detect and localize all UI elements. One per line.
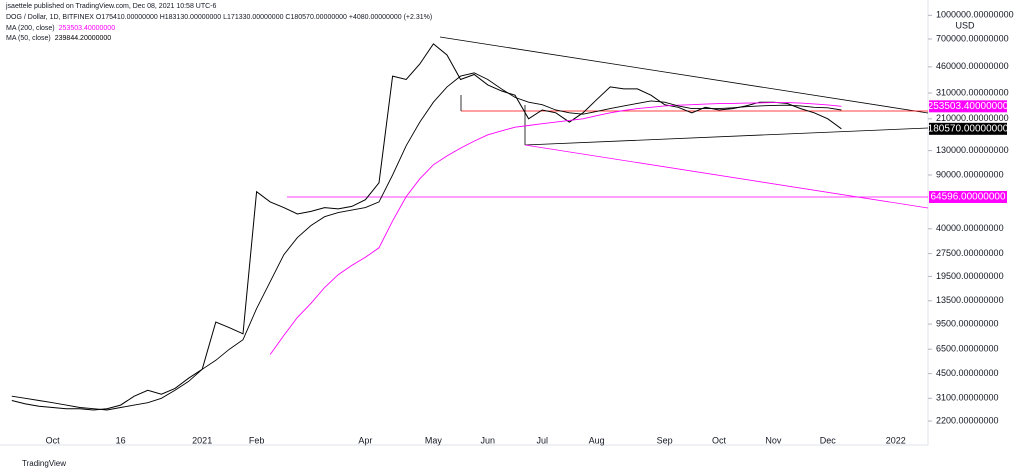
y-tick-label: 9500.00000000 (936, 318, 999, 328)
x-tick-label: Oct (712, 435, 727, 445)
x-tick-label: Nov (765, 435, 782, 445)
x-tick-label: 2021 (192, 435, 212, 445)
symbol-line: DOG / Dollar, 1D, BITFINEX O175410.00000… (6, 14, 432, 21)
x-tick-label: Oct (46, 435, 61, 445)
y-tick-label: 6500.00000000 (936, 344, 999, 354)
y-tick-label: 2200.00000000 (936, 415, 999, 425)
y-tick-label: 1000000.00000000 (936, 10, 1014, 20)
x-tick-label: 16 (116, 435, 126, 445)
y-tick-label: 40000.00000000 (936, 223, 1004, 233)
x-tick-label: Jun (481, 435, 496, 445)
x-tick-label: Jul (536, 435, 548, 445)
legend-name: MA (200, close) (6, 25, 55, 32)
footer-logo: TradingView (22, 459, 66, 468)
y-tick-label: 90000.00000000 (936, 169, 1004, 179)
y-tick-label: 210000.00000000 (936, 113, 1009, 123)
y-tick-label: 27500.00000000 (936, 248, 1004, 258)
y-tick-label: 3100.00000000 (936, 393, 999, 403)
y-tick-label: 700000.00000000 (936, 33, 1009, 43)
trendline (524, 144, 929, 209)
y-tick-label: 19500.00000000 (936, 271, 1004, 281)
price-label: 180570.00000000 (928, 123, 1009, 134)
legend-value: 239844.20000000 (55, 35, 112, 42)
price-label-box (929, 122, 1007, 135)
x-tick-label: Dec (820, 435, 837, 445)
trendline (524, 127, 929, 146)
y-tick-label: 13500.00000000 (936, 295, 1004, 305)
y-tick-label: 4500.00000000 (936, 368, 999, 378)
series-line (11, 72, 842, 411)
published-line: jsaettele published on TradingView.com, … (5, 3, 216, 10)
price-label: 253503.40000000 (928, 101, 1009, 112)
x-tick-label: Sep (657, 435, 673, 445)
series-line (269, 102, 842, 355)
price-label-box (929, 100, 1007, 113)
y-tick-label: 310000.00000000 (936, 87, 1009, 97)
price-label: 64596.00000000 (930, 192, 1006, 203)
legend-value: 253503.40000000 (59, 25, 116, 32)
x-tick-label: Apr (358, 435, 372, 445)
x-tick-label: Aug (589, 435, 605, 445)
x-tick-label: Feb (249, 435, 265, 445)
legend-name: MA (50, close) (6, 35, 51, 42)
x-tick-label: 2022 (886, 435, 906, 445)
y-tick-label: 460000.00000000 (936, 61, 1009, 71)
trendline (439, 36, 929, 114)
x-tick-label: May (425, 435, 443, 445)
currency: USD (955, 20, 975, 30)
price-label-box (929, 190, 1007, 203)
y-tick-label: 130000.00000000 (936, 145, 1009, 155)
